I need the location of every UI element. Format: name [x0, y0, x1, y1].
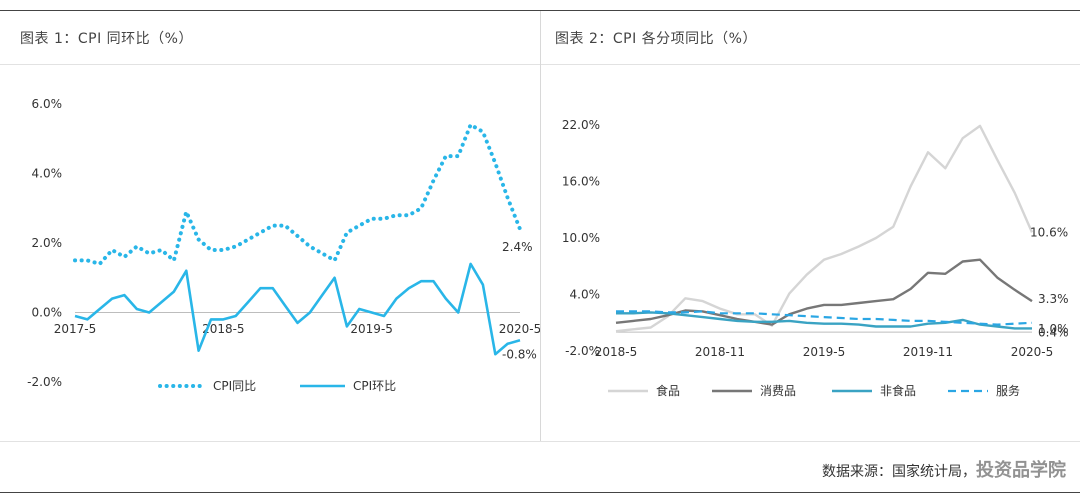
panel-divider: [540, 11, 541, 441]
cpi-yoy-mom-chart: 6.0% 4.0% 2.0% 0.0% -2.0% 2017-5 2018-5 2019-5 2…: [27, 97, 540, 393]
series-line-0-0: [73, 122, 522, 266]
series-end-label: 1.0%: [1038, 322, 1069, 336]
x-tick-label: 2019-11: [903, 345, 953, 359]
chart-2-title: 图表 2：CPI 各分项同比（%）: [555, 31, 757, 47]
legend-label: CPI环比: [353, 379, 396, 393]
x-tick-label: 2018-5: [595, 345, 638, 359]
bottom-rule: [0, 492, 1080, 493]
top-rule: [0, 10, 1080, 11]
cpi-components-chart: 22.0% 16.0% 10.0% 4.0% -2.0%2018-5 2018-11 201…: [562, 118, 1069, 398]
y-tick-label: -2.0%: [27, 375, 62, 389]
x-tick-label: 2017-5: [54, 322, 97, 336]
y-tick-label: 2.0%: [32, 236, 63, 250]
x-tick-label: 2020-5: [499, 322, 540, 336]
series-end-label: 10.6%: [1030, 225, 1068, 239]
y-tick-label: 4.0%: [570, 288, 601, 302]
series-end-label: -0.8%: [502, 347, 537, 361]
y-tick-label: 0.0%: [32, 306, 63, 320]
legend-label: CPI同比: [213, 379, 256, 393]
series-line-1-0: [615, 124, 1034, 333]
y-tick-label: 22.0%: [562, 118, 600, 132]
y-tick-label: -2.0%: [565, 344, 600, 358]
legend-label: 消费品: [760, 384, 796, 398]
series-line-1-1: [615, 258, 1033, 326]
legend-label: 服务: [996, 383, 1020, 398]
legend-label: 非食品: [880, 383, 916, 398]
y-tick-label: 6.0%: [32, 97, 63, 111]
data-source: 数据来源：国家统计局，投资品学院: [822, 456, 1066, 482]
y-tick-label: 4.0%: [32, 167, 63, 181]
footer-rule: [0, 441, 1080, 442]
x-tick-label: 2018-11: [695, 345, 745, 359]
x-tick-label: 2019-5: [803, 345, 846, 359]
x-tick-label: 2019-5: [350, 322, 393, 336]
chart-1-title: 图表 1：CPI 同环比（%）: [20, 31, 193, 47]
data-source-text: 数据来源：国家统计局，: [822, 464, 976, 480]
watermark-text: 投资品学院: [976, 460, 1066, 481]
series-line-1-3: [616, 310, 1033, 326]
x-tick-label: 2020-5: [1011, 345, 1054, 359]
series-end-label: 0.4%: [1038, 325, 1069, 339]
x-tick-label: 2018-5: [202, 322, 245, 336]
series-end-label: 2.4%: [502, 240, 533, 254]
series-line-1-2: [616, 311, 1032, 330]
y-tick-label: 10.0%: [562, 231, 600, 245]
series-line-0-1: [74, 262, 521, 356]
y-tick-label: 16.0%: [562, 175, 600, 189]
legend-label: 食品: [656, 383, 680, 398]
series-end-label: 3.3%: [1038, 292, 1069, 306]
